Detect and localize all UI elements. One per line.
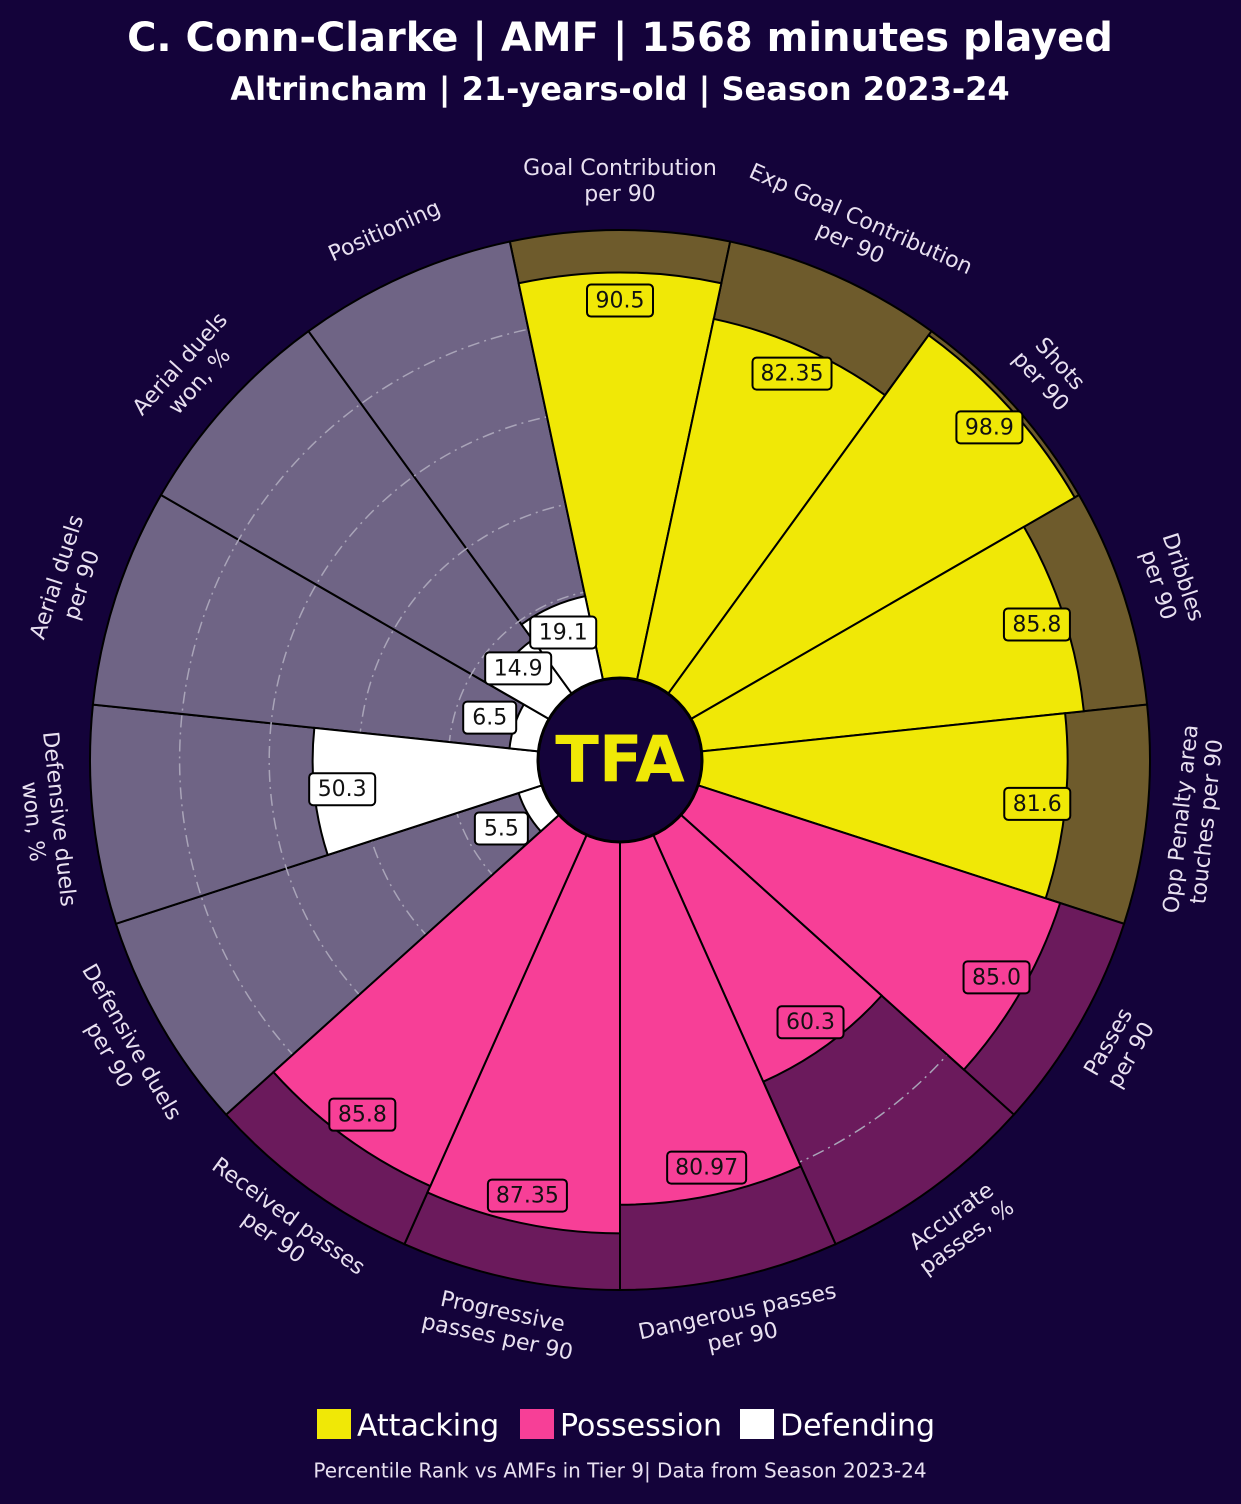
category-label: Progressivepasses per 90 xyxy=(419,1284,580,1366)
value-label: 85.8 xyxy=(338,1103,387,1128)
category-label: Passesper 90 xyxy=(1080,1004,1161,1093)
value-label-box xyxy=(955,410,1024,445)
value-label-box xyxy=(776,1005,845,1040)
legend-swatch xyxy=(740,1409,774,1439)
value-label-box xyxy=(462,700,518,735)
category-label: Opp Penalty areatouches per 90 xyxy=(1159,723,1230,917)
value-label: 85.0 xyxy=(972,965,1021,990)
value-label-box xyxy=(484,651,553,686)
value-label: 81.6 xyxy=(1013,792,1062,817)
category-label: Aerial duelsper 90 xyxy=(26,512,114,650)
value-label-box xyxy=(308,772,377,807)
legend-label: Attacking xyxy=(357,1409,499,1444)
value-label: 90.5 xyxy=(596,289,645,314)
value-label-box xyxy=(529,615,598,650)
category-label: Dribblesper 90 xyxy=(1132,530,1209,632)
logo: TFA xyxy=(555,724,685,798)
value-label-box xyxy=(751,356,833,391)
value-label-box xyxy=(586,283,654,318)
category-label: Goal Contribution per 90 xyxy=(523,156,717,207)
value-label: 82.35 xyxy=(761,362,824,387)
chart-subtitle: Altrincham | 21-years-old | Season 2023-… xyxy=(230,70,1009,109)
value-label: 60.3 xyxy=(786,1010,835,1035)
category-label: Defensive duelswon, % xyxy=(11,730,80,910)
value-label: 87.35 xyxy=(496,1184,559,1209)
category-label: Dangerous passesper 90 xyxy=(636,1279,844,1371)
value-label: 5.5 xyxy=(484,817,519,842)
value-label-box xyxy=(962,960,1031,995)
legend-label: Defending xyxy=(780,1409,935,1444)
value-label: 85.8 xyxy=(1012,613,1061,638)
value-label-box xyxy=(1003,786,1072,821)
legend-label: Possession xyxy=(560,1409,722,1444)
value-label-box xyxy=(486,1178,568,1213)
value-label: 14.9 xyxy=(494,656,543,681)
value-label: 19.1 xyxy=(539,620,588,645)
value-label: 98.9 xyxy=(965,415,1014,440)
center-hole xyxy=(536,676,704,844)
category-label: Shotsper 90 xyxy=(1007,329,1093,416)
legend-swatch xyxy=(520,1409,554,1439)
value-label-box xyxy=(328,1097,397,1132)
value-label-box xyxy=(666,1150,748,1185)
value-label: 50.3 xyxy=(318,777,367,802)
category-label: Positioning xyxy=(325,196,445,268)
chart-title: C. Conn-Clarke | AMF | 1568 minutes play… xyxy=(127,15,1113,62)
value-label: 80.97 xyxy=(675,1156,738,1181)
footer: Percentile Rank vs AMFs in Tier 9| Data … xyxy=(313,1459,926,1483)
value-label-box xyxy=(1002,607,1071,642)
value-label: 6.5 xyxy=(472,706,507,731)
value-label-box xyxy=(473,811,529,846)
legend-swatch xyxy=(317,1409,351,1439)
